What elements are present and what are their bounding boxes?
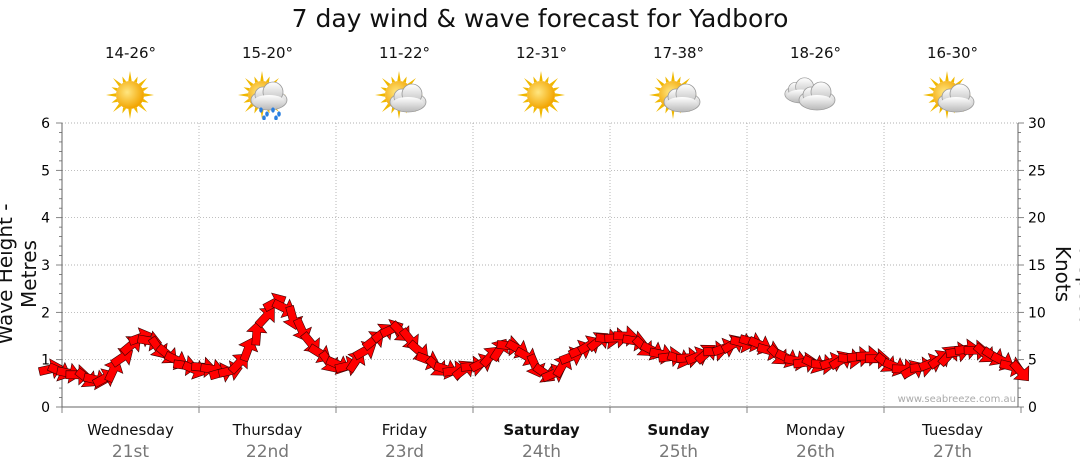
cloud-icon	[784, 77, 836, 111]
day-temp-range: 16-30°	[926, 44, 979, 62]
sun-icon	[517, 71, 565, 119]
y-left-tick-label: 2	[41, 305, 50, 321]
wind-arrows	[38, 292, 1030, 391]
sun-icon	[106, 71, 154, 119]
day-temp-range: 15-20°	[241, 44, 294, 62]
y-right-tick-label: 25	[1028, 163, 1046, 179]
y-left-tick-label: 3	[41, 258, 50, 274]
day-date: 22nd	[245, 442, 290, 462]
day-temp-range: 11-22°	[378, 44, 431, 62]
sun-cloud-icon	[649, 71, 701, 119]
day-temp-range: 18-26°	[789, 44, 842, 62]
grid-lines	[62, 122, 1018, 407]
day-name: Friday	[381, 421, 428, 439]
y-left-tick-label: 5	[41, 163, 50, 179]
day-name: Wednesday	[87, 421, 174, 439]
day-name: Saturday	[503, 421, 580, 439]
y-right-tick-label: 5	[1028, 353, 1037, 369]
day-date: 21st	[111, 442, 150, 462]
day-name: Monday	[785, 421, 846, 439]
watermark: www.seabreeze.com.au	[898, 394, 1016, 405]
day-temp-range: 14-26°	[104, 44, 157, 62]
day-date: 26th	[795, 442, 836, 462]
y-left-tick-label: 4	[41, 211, 50, 227]
y-left-tick-label: 0	[41, 400, 50, 416]
day-temp-range: 17-38°	[652, 44, 705, 62]
y-left-tick-label: 6	[41, 116, 50, 132]
axes: 0 1 2 3 4 5 6 0 5 10 15 20 25 30	[41, 116, 1046, 416]
wind-arrow	[1009, 359, 1030, 382]
day-name: Tuesday	[921, 421, 984, 439]
sun-rain-cloud-icon	[238, 71, 288, 120]
day-name: Sunday	[647, 421, 710, 439]
wind-arrow	[254, 307, 275, 329]
day-date: 25th	[658, 442, 699, 462]
day-date: 24th	[521, 442, 562, 462]
day-date: 27th	[932, 442, 973, 462]
y-right-tick-label: 30	[1028, 116, 1046, 132]
day-date: 23rd	[384, 442, 425, 462]
y-right-tick-label: 0	[1028, 400, 1037, 416]
y-right-tick-label: 10	[1028, 305, 1046, 321]
chart-title: 7 day wind & wave forecast for Yadboro	[291, 4, 789, 33]
y-right-tick-label: 20	[1028, 211, 1046, 227]
sun-cloud-icon	[923, 71, 975, 119]
day-temp-range: 12-31°	[515, 44, 568, 62]
day-name: Thursday	[232, 421, 303, 439]
sun-cloud-icon	[375, 71, 427, 119]
y-right-tick-label: 15	[1028, 258, 1046, 274]
y-left-tick-label: 1	[41, 353, 50, 369]
